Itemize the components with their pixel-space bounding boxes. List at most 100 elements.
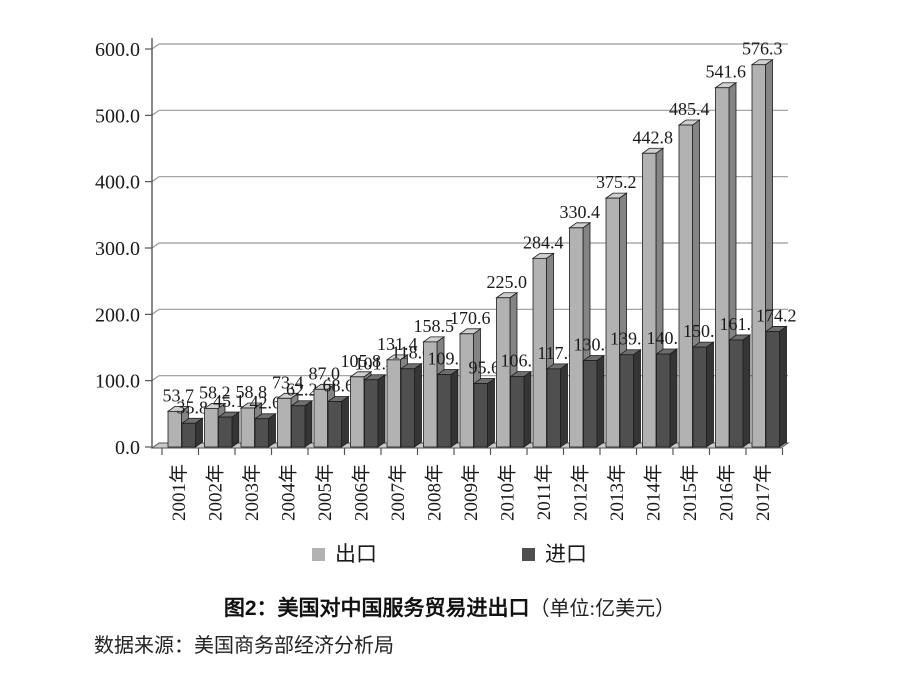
value-label-export-2008年: 158.5 <box>414 316 455 336</box>
chart-title: 图2：美国对中国服务贸易进出口（单位:亿美元） <box>0 592 899 622</box>
bar-side-import-2010年 <box>523 370 532 448</box>
value-label-export-2013年: 375.2 <box>596 172 637 192</box>
value-label-export-2011年: 284.4 <box>523 232 564 252</box>
x-axis-label-2012年: 2012年 <box>570 464 592 521</box>
bar-export-2001年 <box>167 410 182 448</box>
value-label-import-2008年: 109.2 <box>428 349 469 369</box>
legend-label-export: 出口 <box>335 542 377 566</box>
gridline-jog <box>151 242 160 249</box>
bar-side-import-2012年 <box>596 354 605 448</box>
value-label-import-2012年: 130.4 <box>574 335 615 355</box>
bar-import-2013年 <box>619 354 634 448</box>
x-axis-label-2015年: 2015年 <box>679 464 701 521</box>
value-label-export-2006年: 105.8 <box>341 351 382 371</box>
chart-title-unit: （单位:亿美元） <box>529 598 676 620</box>
bar-export-2010年 <box>496 297 511 448</box>
bar-side-import-2006年 <box>377 373 386 448</box>
value-label-import-2007年: 118.0 <box>391 343 431 363</box>
bar-export-2003年 <box>240 407 255 448</box>
bar-side-import-2011年 <box>560 363 568 448</box>
value-label-export-2014年: 442.8 <box>633 127 674 147</box>
bar-export-2015年 <box>678 124 693 448</box>
bar-import-2006年 <box>364 379 379 448</box>
x-axis-label-2017年: 2017年 <box>752 464 774 521</box>
bar-import-2015年 <box>692 346 707 448</box>
bar-side-import-2016年 <box>742 334 751 448</box>
x-axis-label-2014年: 2014年 <box>643 464 665 521</box>
y-axis-label: 0.0 <box>115 437 140 459</box>
y-axis-label: 400.0 <box>95 172 140 194</box>
gridline-jog <box>151 43 160 50</box>
y-axis-label: 600.0 <box>95 39 140 61</box>
gridline-jog <box>151 308 160 315</box>
value-label-import-2014年: 140.2 <box>647 328 688 348</box>
bar-export-2006年 <box>350 376 365 448</box>
value-label-import-2004年: 62.2 <box>286 380 318 400</box>
value-label-export-2007年: 131.4 <box>377 334 418 354</box>
value-label-export-2004年: 73.4 <box>272 372 304 392</box>
bar-chart: 0.0 100.0 200.0 300.0 400.0 500.0 600.0 53.735.… <box>95 38 797 521</box>
bar-export-2007年 <box>386 359 401 448</box>
bar-side-import-2003年 <box>268 412 276 448</box>
value-label-import-2009年: 95.6 <box>469 358 501 378</box>
bar-side-import-2015年 <box>706 341 714 448</box>
bar-side-import-2005年 <box>341 395 349 448</box>
y-axis-label: 200.0 <box>95 304 140 326</box>
value-label-import-2010年: 106.1 <box>501 351 542 371</box>
bar-export-2005年 <box>313 388 328 448</box>
value-label-export-2017年: 576.3 <box>742 39 783 59</box>
bar-side-import-2017年 <box>779 325 787 448</box>
bar-side-import-2002年 <box>231 411 240 448</box>
x-axis-label-2004年: 2004年 <box>278 464 300 521</box>
value-label-import-2002年: 45.1 <box>213 391 245 411</box>
x-axis-label-2007年: 2007年 <box>387 464 409 521</box>
x-axis-label-2002年: 2002年 <box>205 464 227 521</box>
x-axis-label-2009年: 2009年 <box>460 464 482 521</box>
bar-import-2016年 <box>729 339 744 448</box>
value-label-export-2016年: 541.6 <box>706 62 747 82</box>
y-axis-label: 100.0 <box>95 371 140 393</box>
value-label-export-2009年: 170.6 <box>450 308 491 328</box>
bar-import-2011年 <box>546 368 561 448</box>
bar-import-2017年 <box>765 331 780 448</box>
x-axis-label-2011年: 2011年 <box>533 464 555 520</box>
bar-import-2010年 <box>510 376 525 448</box>
bar-export-2011年 <box>532 257 547 448</box>
bar-side-import-2004年 <box>304 399 313 448</box>
value-label-export-2010年: 225.0 <box>487 272 528 292</box>
bar-import-2005年 <box>327 401 342 448</box>
bar-side-import-2007年 <box>414 362 422 448</box>
bar-export-2008年 <box>423 341 438 448</box>
legend-label-import: 进口 <box>545 542 587 566</box>
bar-import-2008年 <box>437 374 452 448</box>
value-label-import-2015年: 150.6 <box>683 321 724 341</box>
bar-import-2007年 <box>400 368 415 448</box>
bar-import-2004年 <box>291 405 306 448</box>
value-label-export-2005年: 87.0 <box>309 363 341 383</box>
bar-import-2009年 <box>473 383 488 448</box>
chart-title-main: 图2：美国对中国服务贸易进出口 <box>223 597 530 620</box>
value-label-import-2006年: 101.4 <box>355 354 396 374</box>
gridline-jog <box>151 176 160 183</box>
legend-item-export: 出口 <box>312 544 377 565</box>
y-axis-label: 300.0 <box>95 238 140 260</box>
value-label-export-2002年: 58.2 <box>199 382 231 402</box>
bar-export-2004年 <box>277 397 292 448</box>
x-axis-label-2010年: 2010年 <box>497 464 519 521</box>
bar-export-2017年 <box>751 64 766 448</box>
y-axis-label: 500.0 <box>95 105 140 127</box>
bar-import-2014年 <box>656 353 671 448</box>
value-label-import-2011年: 117.8 <box>537 343 577 363</box>
bar-export-2014年 <box>642 152 657 448</box>
value-label-import-2005年: 68.6 <box>323 375 355 395</box>
legend-item-import: 进口 <box>522 544 587 565</box>
value-label-import-2001年: 35.8 <box>177 397 209 417</box>
bar-import-2001年 <box>181 422 196 448</box>
bar-export-2002年 <box>204 407 219 448</box>
value-label-import-2003年: 42.6 <box>250 393 282 413</box>
value-label-export-2012年: 330.4 <box>560 202 601 222</box>
x-axis-label-2016年: 2016年 <box>716 464 738 521</box>
x-axis-label-2006年: 2006年 <box>351 464 373 521</box>
value-label-export-2015年: 485.4 <box>669 99 710 119</box>
